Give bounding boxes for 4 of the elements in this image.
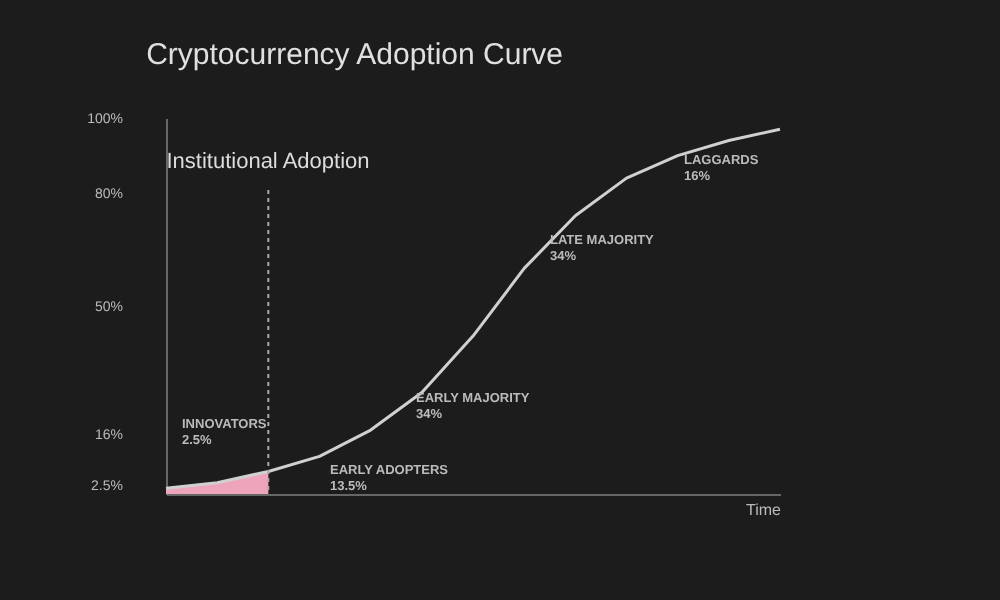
- x-axis-title: Time: [746, 501, 783, 519]
- line-series: [164, 127, 782, 490]
- annotation: Institutional Adoption: [166, 150, 370, 174]
- chart-title: Cryptocurrency Adoption Curve: [146, 38, 564, 72]
